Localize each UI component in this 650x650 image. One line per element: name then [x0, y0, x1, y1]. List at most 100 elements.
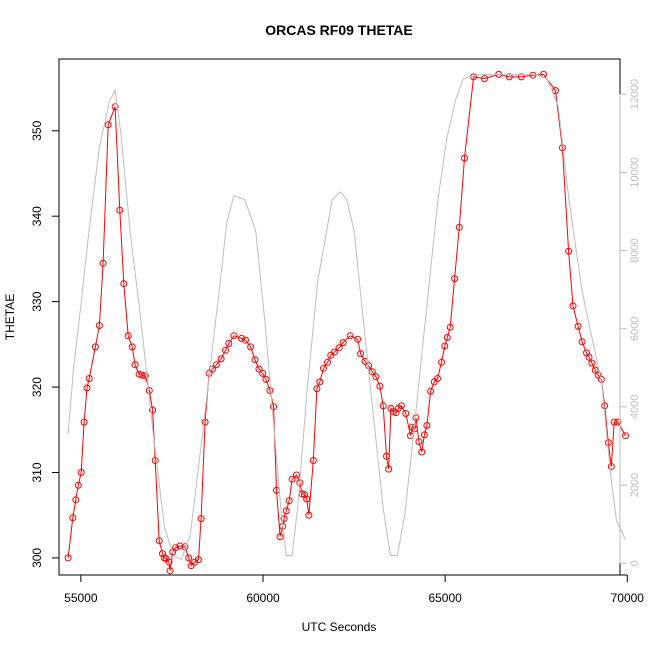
series-1-point-95 — [402, 410, 410, 417]
series-layer — [64, 70, 629, 575]
series-1-point-124 — [569, 302, 577, 310]
series-1-point-23 — [149, 406, 157, 414]
y-tick-label: 320 — [30, 377, 44, 397]
series-1-point-9 — [91, 343, 99, 351]
series-1-point-78 — [339, 339, 347, 347]
series-1-point-35 — [185, 554, 193, 562]
series-1-point-110 — [446, 323, 454, 331]
series-1-point-38 — [195, 556, 202, 564]
series-1-point-61 — [282, 507, 290, 515]
series-1-point-67 — [301, 491, 308, 499]
series-1-point-56 — [270, 403, 278, 411]
series-1-point-104 — [427, 387, 435, 395]
series-1-point-42 — [208, 365, 216, 373]
y-tick-label: 310 — [30, 462, 44, 482]
series-1-point-86 — [376, 382, 384, 390]
series-1-point-5 — [77, 469, 85, 476]
series-1-point-17 — [128, 343, 136, 351]
series-1-point-85 — [372, 373, 380, 381]
series-1-point-10 — [95, 322, 103, 329]
series-1-point-3 — [72, 496, 80, 504]
series-1-point-108 — [441, 342, 449, 350]
series-1-point-32 — [172, 544, 180, 552]
series-1-point-115 — [481, 75, 488, 83]
x-axis: 55000 60000 65000 70000 — [64, 574, 645, 605]
y2-axis: 0 2000 4000 6000 8000 10000 12000 — [619, 79, 641, 566]
series-1-point-19 — [135, 370, 143, 378]
series-1-point-62 — [285, 497, 293, 505]
series-1-point-138 — [622, 432, 629, 440]
x-tick-label: 55000 — [64, 591, 98, 605]
y-tick-label: 330 — [30, 291, 44, 311]
series-1-point-81 — [357, 350, 365, 358]
series-1-point-13 — [111, 103, 119, 111]
series-1-point-74 — [324, 358, 331, 366]
series-1-point-125 — [574, 322, 582, 330]
series-1-point-72 — [316, 378, 324, 386]
series-1-point-43 — [212, 361, 220, 369]
series-1-point-47 — [230, 332, 238, 340]
y2-tick-label: 8000 — [629, 238, 641, 262]
series-1-point-87 — [379, 402, 387, 410]
series-1-point-137 — [614, 418, 622, 426]
series-1-point-100 — [415, 438, 423, 446]
series-1-point-71 — [313, 385, 321, 393]
series-1-point-60 — [280, 515, 288, 523]
series-1-point-68 — [303, 495, 311, 503]
series-1-point-49 — [242, 336, 249, 344]
y2-tick-label: 6000 — [629, 316, 641, 340]
series-1-point-7 — [83, 384, 91, 392]
series-1-point-119 — [529, 71, 537, 79]
series-1-point-107 — [438, 358, 445, 366]
chart-title: ORCAS RF09 THETAE — [265, 22, 413, 38]
series-1-point-63 — [288, 475, 296, 483]
series-1-point-76 — [330, 348, 338, 356]
series-1-point-135 — [607, 463, 615, 470]
series-1-point-97 — [408, 423, 416, 431]
series-1-point-1 — [64, 554, 72, 562]
series-1-point-130 — [591, 366, 599, 374]
series-1-point-30 — [166, 567, 174, 575]
x-tick-label: 70000 — [611, 591, 645, 605]
series-1-point-8 — [85, 375, 93, 382]
series-1-point-46 — [225, 340, 233, 347]
series-1-point-39 — [197, 515, 205, 523]
series-1-point-18 — [131, 361, 139, 369]
series-1-point-14 — [116, 206, 124, 214]
series-1-point-129 — [588, 359, 596, 367]
x-axis-label: UTC Seconds — [302, 620, 377, 634]
series-1-point-136 — [610, 418, 618, 426]
series-1-point-102 — [420, 431, 428, 439]
series-1-point-52 — [255, 365, 263, 373]
series-1-point-45 — [222, 346, 229, 354]
series-1-point-26 — [159, 550, 166, 558]
series-1-point-15 — [120, 280, 128, 288]
y2-tick-label: 0 — [629, 560, 641, 566]
series-1-point-33 — [176, 542, 184, 550]
y-tick-label: 340 — [30, 206, 44, 226]
series-1-point-11 — [99, 259, 107, 267]
series-1-point-29 — [165, 558, 173, 566]
series-1-point-4 — [74, 481, 82, 489]
series-1-line — [67, 73, 626, 571]
series-1-point-24 — [151, 457, 159, 464]
series-1-point-58 — [276, 533, 284, 541]
series-2-line — [67, 74, 626, 561]
series-1-point-73 — [320, 364, 327, 372]
series-1-point-79 — [346, 332, 354, 340]
series-1-point-20 — [138, 371, 146, 379]
series-1-point-69 — [305, 511, 313, 519]
series-1-point-109 — [443, 334, 451, 341]
series-1-point-2 — [69, 514, 77, 522]
series-1-point-77 — [335, 344, 343, 352]
y-tick-label: 350 — [30, 120, 44, 140]
y-axis: 300 310 320 330 340 350 — [30, 120, 60, 568]
series-1-point-88 — [383, 452, 390, 460]
series-1-point-113 — [461, 154, 468, 162]
series-1-point-123 — [565, 247, 573, 255]
series-1-point-54 — [262, 375, 270, 383]
series-1-point-55 — [266, 387, 274, 394]
series-1-point-16 — [124, 332, 132, 340]
series-1-point-128 — [585, 353, 593, 361]
